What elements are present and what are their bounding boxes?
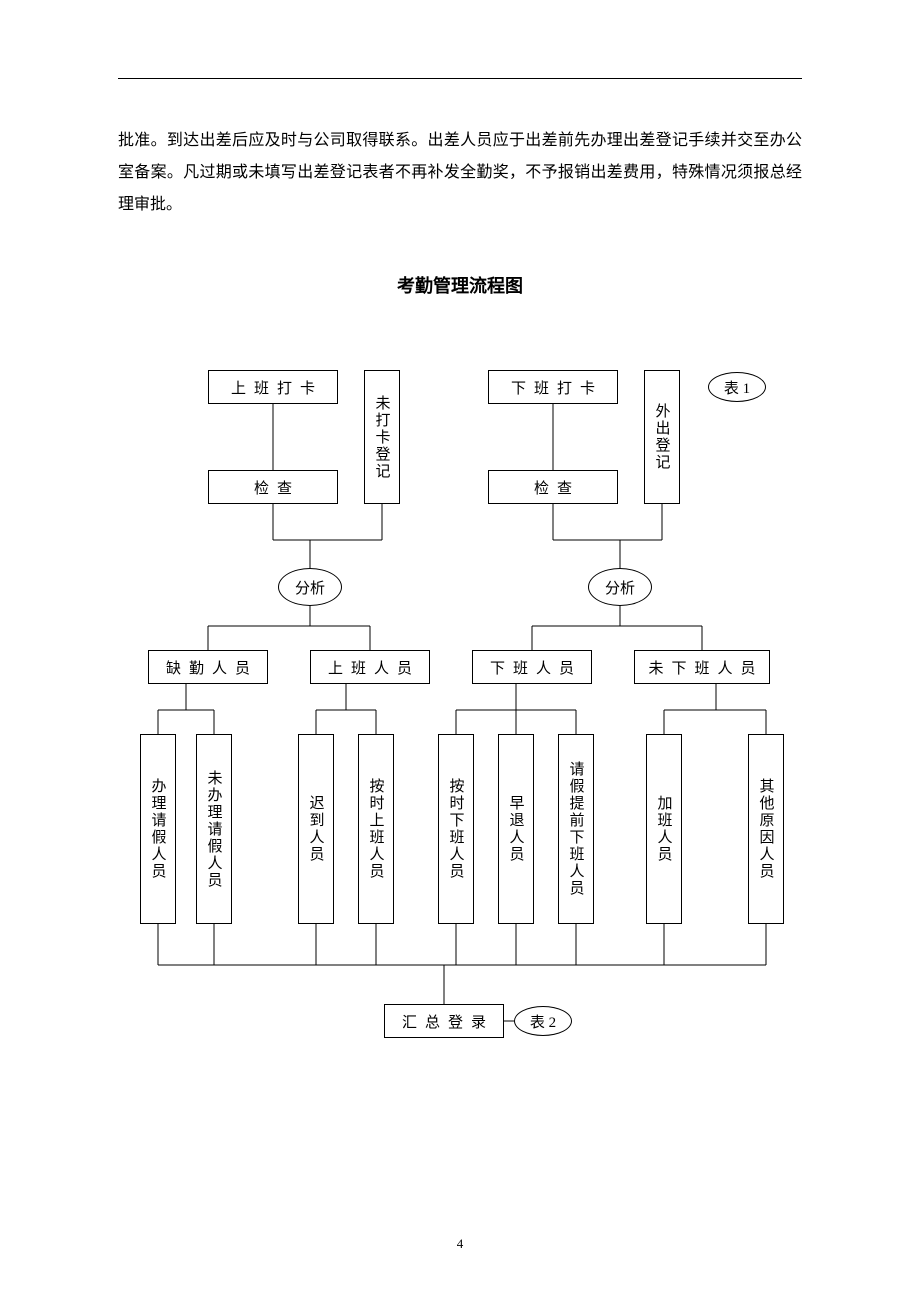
node-n_clockin: 上班打卡 [208,370,338,404]
node-n_overtime: 加班人员 [646,734,682,924]
node-n_noout: 未下班人员 [634,650,770,684]
node-n_analyze1: 分析 [278,568,342,606]
flowchart-canvas: 上班打卡未打卡登记检查下班打卡外出登记表 1检查分析分析缺勤人员上班人员下班人员… [118,350,802,1110]
node-n_onwork: 上班人员 [310,650,430,684]
node-n_other: 其他原因人员 [748,734,784,924]
node-n_analyze2: 分析 [588,568,652,606]
node-n_early: 早退人员 [498,734,534,924]
node-n_leaveearly: 请假提前下班人员 [558,734,594,924]
node-n_outreg: 外出登记 [644,370,680,504]
node-n_clockout: 下班打卡 [488,370,618,404]
node-n_summary: 汇总登录 [384,1004,504,1038]
node-n_leave: 办理请假人员 [140,734,176,924]
node-n_check1: 检查 [208,470,338,504]
node-n_table1: 表 1 [708,372,766,402]
node-n_offwork: 下班人员 [472,650,592,684]
node-n_table2: 表 2 [514,1006,572,1036]
node-n_noclock: 未打卡登记 [364,370,400,504]
chart-title: 考勤管理流程图 [0,272,920,298]
node-n_late: 迟到人员 [298,734,334,924]
node-n_absent: 缺勤人员 [148,650,268,684]
node-n_offontime: 按时下班人员 [438,734,474,924]
node-n_ontime: 按时上班人员 [358,734,394,924]
node-n_noleave: 未办理请假人员 [196,734,232,924]
page-number: 4 [0,1236,920,1252]
header-rule [118,78,802,79]
node-n_check2: 检查 [488,470,618,504]
body-paragraph: 批准。到达出差后应及时与公司取得联系。出差人员应于出差前先办理出差登记手续并交至… [118,125,802,221]
flowchart-connectors [118,350,818,1110]
